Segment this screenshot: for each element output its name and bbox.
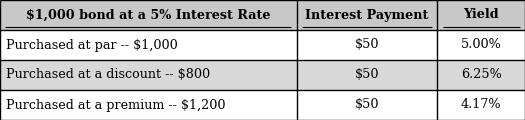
Bar	[0, 0, 525, 30]
Bar	[0, 90, 525, 120]
Text: $50: $50	[355, 39, 379, 51]
Bar	[0, 60, 525, 90]
Text: $50: $50	[355, 99, 379, 111]
Text: $50: $50	[355, 69, 379, 81]
Text: 5.00%: 5.00%	[461, 39, 501, 51]
Text: Interest Payment: Interest Payment	[305, 9, 428, 21]
Text: 6.25%: 6.25%	[461, 69, 501, 81]
Text: Purchased at par -- $1,000: Purchased at par -- $1,000	[6, 39, 178, 51]
Bar	[0, 30, 525, 60]
Text: Yield: Yield	[464, 9, 499, 21]
Text: 4.17%: 4.17%	[461, 99, 501, 111]
Text: $1,000 bond at a 5% Interest Rate: $1,000 bond at a 5% Interest Rate	[26, 9, 270, 21]
Text: Purchased at a discount -- $800: Purchased at a discount -- $800	[6, 69, 211, 81]
Text: Purchased at a premium -- $1,200: Purchased at a premium -- $1,200	[6, 99, 226, 111]
